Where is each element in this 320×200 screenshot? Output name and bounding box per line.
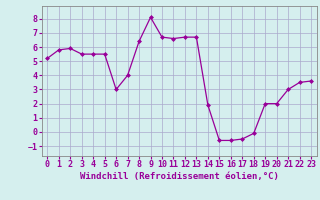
X-axis label: Windchill (Refroidissement éolien,°C): Windchill (Refroidissement éolien,°C) [80,172,279,181]
